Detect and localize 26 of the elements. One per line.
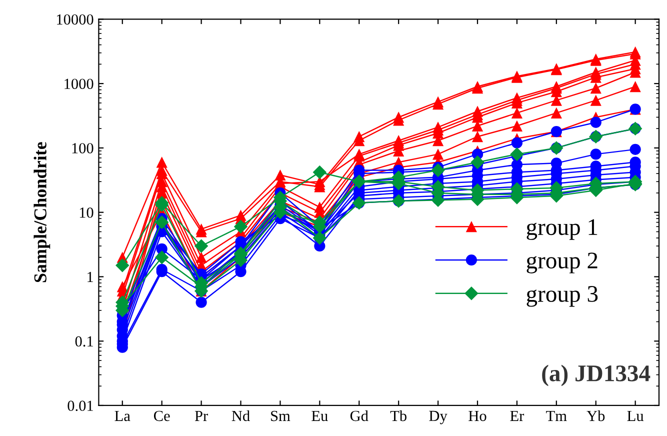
x-tick-label: Ho bbox=[468, 410, 486, 422]
x-tick-label: Tm bbox=[546, 410, 567, 421]
y-tick-label: 100 bbox=[72, 143, 94, 154]
x-tick-label: Sm bbox=[271, 410, 290, 422]
legend-label: group 3 bbox=[526, 286, 598, 307]
y-axis-title: Sample/Chondrite bbox=[34, 142, 50, 282]
y-tick-label: 10000 bbox=[57, 14, 94, 25]
x-tick-label: Nd bbox=[232, 410, 250, 422]
annotation: (a) JD1334 bbox=[542, 364, 650, 386]
x-tick-label: Pr bbox=[194, 410, 208, 421]
y-tick-label: 10 bbox=[80, 207, 94, 218]
x-tick-label: Gd bbox=[350, 410, 368, 422]
y-tick-label: 1 bbox=[88, 272, 93, 282]
x-tick-label: Yb bbox=[586, 410, 605, 422]
x-tick-label: Tb bbox=[390, 410, 406, 422]
y-tick-label: 1000 bbox=[64, 78, 94, 90]
x-tick-label: Dy bbox=[429, 410, 448, 424]
x-tick-label: Er bbox=[510, 410, 524, 421]
y-tick-label: 0.01 bbox=[68, 400, 93, 411]
x-tick-label: Lu bbox=[627, 410, 644, 422]
x-tick-label: La bbox=[114, 410, 130, 422]
legend-label: group 2 bbox=[526, 252, 598, 274]
x-tick-label: Eu bbox=[312, 410, 328, 422]
y-tick-label: 0.1 bbox=[75, 336, 93, 347]
x-tick-label: Ce bbox=[154, 410, 170, 422]
legend-label: group 1 bbox=[526, 219, 598, 240]
